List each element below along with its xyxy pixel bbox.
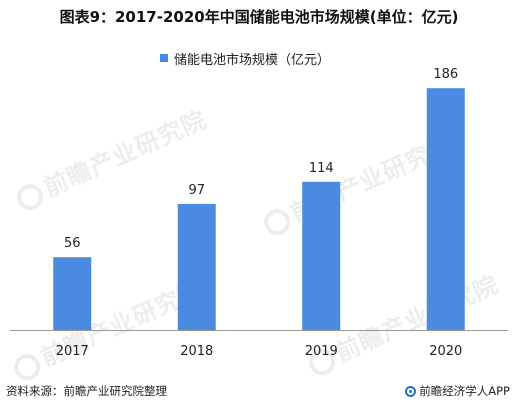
- source-note: 资料来源：前瞻产业研究院整理: [6, 384, 167, 398]
- data-label: 114: [309, 161, 334, 176]
- chart-title: 图表9：2017-2020年中国储能电池市场规模(单位：亿元): [59, 8, 459, 26]
- x-tick-label: 2019: [305, 344, 338, 359]
- brand-logo-icon: [405, 385, 417, 397]
- x-tick-label: 2020: [429, 344, 462, 359]
- bar: [53, 257, 92, 330]
- bar: [302, 181, 341, 330]
- x-tick-label: 2018: [180, 344, 213, 359]
- brand-label: 前瞻经济学人APP: [405, 383, 510, 399]
- legend-swatch: [160, 54, 168, 62]
- data-label: 56: [64, 236, 81, 251]
- bar: [177, 203, 216, 330]
- bar: [426, 88, 465, 330]
- legend-label: 储能电池市场规模（亿元）: [174, 52, 331, 68]
- data-label: 97: [188, 183, 205, 198]
- legend: 储能电池市场规模（亿元）: [160, 49, 331, 68]
- brand-text: 前瞻经济学人APP: [419, 384, 510, 398]
- data-label: 186: [433, 67, 458, 82]
- x-tick-label: 2017: [56, 344, 89, 359]
